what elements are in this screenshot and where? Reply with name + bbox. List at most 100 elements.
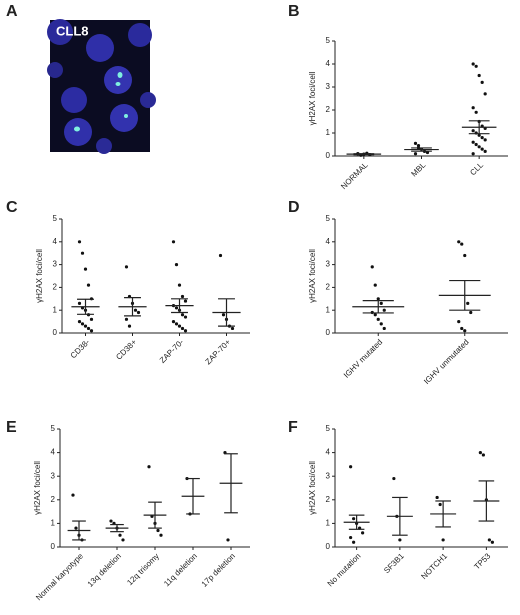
data-point: [483, 92, 487, 96]
data-point: [480, 136, 484, 140]
y-tick-label: 5: [326, 424, 331, 433]
x-tick-label: IGHV mutated: [342, 338, 384, 380]
data-point: [466, 301, 470, 305]
x-tick-label: NOTCH1: [419, 551, 449, 581]
y-tick-label: 1: [326, 305, 331, 314]
data-point: [177, 283, 182, 287]
data-point: [171, 320, 176, 324]
y-tick-label: 4: [53, 237, 58, 246]
data-point: [80, 251, 85, 255]
x-tick-label: MBL: [409, 160, 427, 178]
x-tick-label: TP53: [472, 551, 492, 571]
data-point: [474, 110, 478, 114]
data-point: [398, 538, 402, 542]
data-point: [435, 495, 439, 500]
data-point: [373, 283, 377, 287]
y-tick-label: 3: [326, 82, 331, 91]
panel-label: A: [6, 3, 18, 20]
data-point: [183, 299, 188, 303]
data-point: [474, 64, 478, 68]
data-point: [382, 308, 386, 312]
data-point: [376, 297, 380, 301]
data-point: [370, 265, 374, 269]
data-point: [471, 140, 475, 144]
data-point: [118, 533, 122, 537]
data-point: [478, 451, 482, 455]
panel-label: F: [288, 419, 298, 436]
y-axis-label: γH2AX foci/cell: [308, 249, 317, 303]
y-tick-label: 2: [326, 283, 331, 292]
y-tick-label: 3: [326, 471, 331, 480]
x-tick-label: Normal karyotype: [34, 551, 85, 602]
x-tick-label: ZAP-70-: [158, 337, 186, 365]
y-tick-label: 0: [326, 542, 331, 551]
y-tick-label: 1: [326, 519, 331, 528]
micrograph: CLL8: [47, 19, 156, 154]
data-point: [180, 326, 185, 331]
data-point: [171, 240, 176, 244]
data-point: [77, 301, 82, 305]
data-point: [121, 538, 125, 542]
data-point: [483, 138, 487, 142]
y-tick-label: 3: [326, 260, 331, 269]
x-tick-label: NORMAL: [339, 160, 370, 191]
data-point: [86, 283, 91, 287]
data-point: [471, 129, 475, 133]
data-point: [180, 294, 185, 299]
y-tick-label: 0: [51, 542, 56, 551]
y-tick-label: 5: [53, 214, 58, 223]
data-point: [174, 306, 179, 310]
data-point: [471, 152, 475, 156]
image-caption: CLL8: [56, 23, 89, 38]
data-point: [477, 73, 481, 78]
data-point: [474, 142, 478, 147]
y-axis-label: γH2AX foci/cell: [35, 249, 44, 303]
data-point: [379, 301, 383, 305]
x-tick-label: No mutation: [326, 552, 363, 589]
x-tick-label: SF3B1: [382, 551, 406, 575]
data-point: [471, 106, 475, 110]
data-point: [480, 147, 484, 151]
data-point: [490, 540, 494, 544]
data-point: [441, 538, 445, 542]
data-point: [77, 240, 82, 244]
data-point: [481, 453, 485, 457]
data-point: [352, 517, 356, 521]
x-tick-label: CD38+: [114, 337, 138, 361]
y-tick-label: 1: [51, 519, 56, 528]
data-point: [89, 317, 94, 321]
x-tick-label: 17p deletion: [200, 552, 237, 589]
y-tick-label: 4: [326, 59, 331, 68]
y-tick-label: 0: [326, 328, 331, 337]
data-point: [77, 320, 82, 324]
data-point: [89, 329, 94, 333]
data-point: [349, 535, 353, 540]
panel-label: B: [288, 3, 300, 20]
data-point: [83, 324, 88, 328]
data-point: [230, 326, 235, 331]
data-point: [413, 141, 418, 145]
data-point: [226, 538, 230, 542]
data-point: [80, 322, 85, 326]
y-axis-label: γH2AX foci/cell: [33, 461, 42, 515]
data-point: [392, 476, 396, 481]
data-point: [86, 326, 91, 331]
data-point: [174, 322, 179, 326]
data-point: [438, 502, 442, 507]
y-tick-label: 5: [326, 36, 331, 45]
data-point: [177, 324, 182, 328]
data-point: [180, 313, 185, 317]
data-point: [457, 320, 461, 324]
y-tick-label: 2: [326, 495, 331, 504]
data-point: [463, 329, 467, 333]
data-point: [361, 531, 365, 535]
x-tick-label: IGHV unmutated: [422, 338, 471, 387]
data-point: [218, 253, 223, 258]
y-tick-label: 3: [53, 260, 58, 269]
y-tick-label: 2: [51, 495, 56, 504]
y-tick-label: 5: [51, 424, 56, 433]
data-point: [183, 329, 188, 333]
panel-label: D: [288, 199, 300, 216]
data-point: [352, 540, 356, 544]
